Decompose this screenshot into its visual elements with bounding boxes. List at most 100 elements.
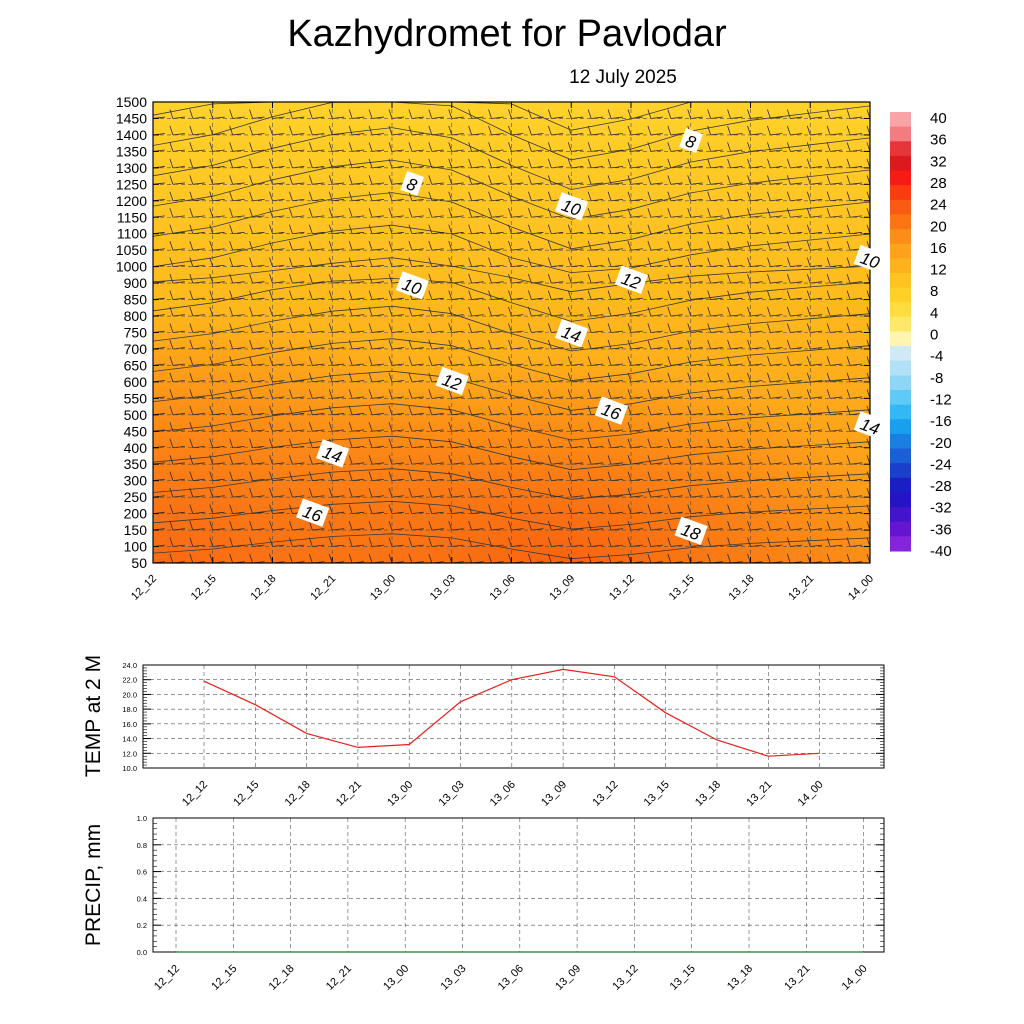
wind-barb-flag (189, 109, 194, 119)
wind-barb (850, 166, 863, 169)
wind-barb (611, 166, 624, 169)
wind-barb-flag (448, 438, 453, 448)
wind-barb (372, 149, 385, 152)
wind-barb-flag (647, 158, 652, 168)
wind-barb-flag (508, 273, 512, 284)
wind-barb-flag (826, 257, 831, 267)
wind-barb-flag (189, 224, 194, 234)
wind-barb-flag (747, 471, 751, 481)
wind-barb (611, 149, 624, 152)
wind-barb-flag (249, 224, 253, 234)
wind-barb-flag (388, 339, 393, 350)
wind-barb-flag (209, 224, 214, 234)
wind-barb-flag (408, 455, 413, 465)
wind-barb-flag (508, 109, 512, 119)
wind-barb-flag (667, 553, 672, 563)
wind-barb (750, 363, 763, 366)
wind-barb-flag (508, 323, 512, 333)
wind-barb (232, 215, 245, 218)
wind-barb-flag (806, 109, 811, 119)
wind-barb-flag (169, 142, 174, 152)
wind-barb (352, 544, 365, 547)
wind-barbs (153, 102, 870, 563)
colorbar-swatch (890, 229, 911, 245)
wind-barb-flag (269, 208, 273, 218)
wind-barb-flag (528, 405, 532, 415)
wind-barb-flag (587, 504, 592, 514)
colorbar-swatch (890, 214, 911, 230)
wind-barb-flag (468, 175, 473, 185)
wind-barb-flag (587, 389, 592, 399)
wind-barb-flag (767, 339, 771, 350)
wind-barb-flag (806, 520, 811, 531)
wind-barb (352, 281, 365, 284)
wind-barb-flag (428, 158, 433, 168)
wind-barb-flag (368, 323, 373, 333)
wind-barb-flag (846, 438, 851, 448)
wind-barb-flag (587, 422, 592, 432)
wind-barb-flag (348, 372, 353, 383)
wind-barb (850, 495, 863, 498)
wind-barb (850, 330, 863, 333)
wind-barb-flag (209, 339, 214, 350)
wind-barb-flag (468, 455, 473, 465)
wind-barb (730, 264, 743, 268)
wind-barb (869, 546, 870, 547)
wind-barb-flag (747, 290, 751, 300)
wind-barb-flag (528, 372, 532, 383)
wind-barb (352, 149, 365, 152)
wind-barb (471, 231, 484, 235)
wind-barb-flag (607, 323, 612, 333)
contour-label-bg (674, 516, 708, 545)
wind-barb (332, 396, 345, 399)
wind-barb-flag (468, 471, 473, 481)
wind-barb (750, 495, 763, 498)
wind-barb-flag (408, 356, 413, 366)
wind-barb-flag (348, 142, 353, 152)
y-tick-label: 0.0 (137, 948, 147, 957)
wind-barb-flag (667, 241, 672, 251)
wind-barb (591, 314, 604, 317)
wind-barb-flag (229, 323, 234, 333)
wind-barb (850, 462, 863, 465)
wind-barb-flag (229, 273, 234, 284)
wind-barb (611, 330, 624, 333)
wind-barb-flag (707, 191, 712, 201)
wind-barb-flag (328, 372, 333, 383)
wind-barb (232, 182, 245, 185)
wind-barb-flag (468, 109, 473, 119)
y-tick-label: 300 (124, 473, 148, 489)
wind-barb-flag (408, 158, 413, 168)
wind-barb-flag (428, 405, 433, 415)
wind-barb-flag (667, 339, 672, 350)
wind-barb (451, 396, 464, 399)
wind-barb (451, 166, 464, 169)
wind-barb-flag (229, 208, 234, 218)
wind-barb (332, 544, 345, 547)
wind-barb-flag (727, 455, 731, 465)
wind-barb-flag (169, 273, 174, 284)
wind-barb (869, 315, 870, 317)
wind-barb (491, 314, 504, 317)
wind-barb-flag (826, 241, 831, 251)
wind-barb (352, 511, 365, 515)
wind-barb-flag (308, 125, 313, 136)
wind-barb (232, 264, 245, 268)
wind-barb-flag (587, 372, 592, 383)
wind-barb-flag (587, 290, 592, 300)
wind-barb-flag (448, 158, 453, 168)
wind-barb-flag (607, 290, 612, 300)
wind-barb (212, 528, 225, 531)
wind-barb-flag (667, 208, 672, 218)
y-tick-label: 24.0 (122, 661, 137, 670)
wind-barb-flag (647, 241, 652, 251)
wind-barb-flag (289, 438, 293, 448)
wind-barb-flag (368, 339, 373, 350)
wind-barb-flag (209, 142, 214, 152)
wind-barb-flag (209, 191, 214, 201)
wind-barb (850, 198, 863, 202)
wind-barb-flag (747, 504, 751, 514)
wind-barb (869, 167, 870, 168)
wind-barb (332, 347, 345, 350)
